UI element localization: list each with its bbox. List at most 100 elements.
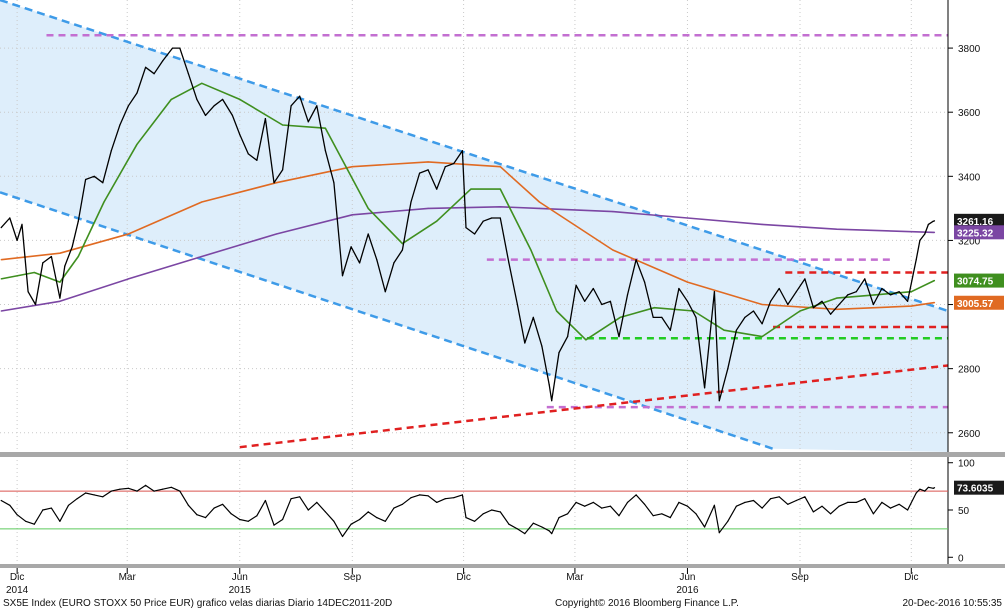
- point-rsi-9: [76, 498, 78, 500]
- point-price-23: [179, 47, 181, 49]
- point-price-106: [872, 303, 875, 306]
- point-price-65: [532, 316, 534, 318]
- rsi-y-tick-label-50: 50: [958, 506, 970, 517]
- point-rsi-103: [864, 498, 866, 500]
- point-rsi-7: [59, 520, 61, 522]
- panel-separator-2: [0, 564, 1005, 568]
- point-rsi-76: [635, 494, 637, 496]
- point-rsi-18: [153, 490, 155, 492]
- point-price-17: [127, 105, 129, 107]
- point-price-114: [927, 223, 930, 225]
- point-price-47: [384, 291, 386, 293]
- point-rsi-69: [575, 501, 577, 503]
- point-price-93: [761, 323, 763, 325]
- point-ma-orange-13: [910, 305, 912, 307]
- trend-line-red: [239, 364, 949, 449]
- point-rsi-83: [695, 513, 697, 515]
- point-price-9: [64, 265, 66, 267]
- point-price-85: [695, 316, 697, 318]
- point-ma-green-20: [653, 307, 656, 309]
- point-price-27: [213, 105, 215, 107]
- point-ma-purple-11: [761, 223, 763, 225]
- x-tick-label-6: Jun: [679, 572, 695, 583]
- point-price-4: [27, 291, 29, 293]
- point-price-41: [333, 182, 335, 184]
- point-price-39: [316, 105, 318, 107]
- point-ma-orange-4: [275, 182, 277, 184]
- last-value-tag-2: 3074.75: [957, 277, 994, 288]
- point-rsi-51: [436, 501, 438, 503]
- point-price-83: [678, 287, 680, 290]
- point-rsi-65: [548, 530, 550, 532]
- y-tick-label-2800: 2800: [958, 365, 981, 376]
- point-rsi-31: [264, 499, 266, 502]
- channel-upper-line: [0, 0, 949, 313]
- x-year-label-2: 2016: [676, 585, 699, 596]
- point-ma-green-5: [136, 143, 138, 145]
- point-rsi-29: [247, 520, 249, 522]
- point-rsi-80: [669, 517, 671, 519]
- last-value-tag-1: 3225.32: [957, 228, 994, 239]
- point-rsi-25: [213, 507, 215, 509]
- point-rsi-66: [551, 533, 553, 535]
- point-price-60: [491, 217, 493, 219]
- point-price-109: [898, 291, 900, 293]
- point-rsi-42: [359, 518, 361, 521]
- point-price-88: [718, 400, 720, 402]
- point-ma-green-6: [170, 98, 172, 100]
- point-rsi-94: [787, 503, 789, 505]
- point-rsi-38: [324, 511, 326, 513]
- point-price-3: [21, 223, 23, 225]
- point-ma-green-25: [836, 297, 838, 299]
- point-ma-orange-3: [201, 201, 203, 203]
- point-price-92: [752, 310, 755, 312]
- point-price-82: [669, 329, 671, 331]
- x-year-label-1: 2015: [229, 585, 252, 596]
- point-price-101: [830, 313, 832, 315]
- point-rsi-20: [170, 486, 172, 488]
- x-year-label-0: 2014: [6, 585, 29, 596]
- point-ma-green-18: [585, 339, 587, 341]
- point-ma-orange-5: [351, 166, 353, 168]
- point-rsi-97: [812, 511, 815, 513]
- rsi-y-tick-label-100: 100: [958, 459, 975, 470]
- point-price-100: [821, 300, 823, 302]
- point-rsi-10: [85, 492, 87, 494]
- point-ma-green-23: [761, 336, 763, 338]
- point-price-77: [626, 294, 629, 296]
- point-rsi-79: [661, 513, 663, 515]
- point-ma-green-7: [201, 82, 203, 84]
- point-rsi-39: [333, 520, 335, 522]
- point-price-73: [592, 287, 594, 290]
- x-tick-label-0: Dic: [10, 572, 24, 583]
- point-price-67: [548, 384, 550, 386]
- point-ma-green-2: [59, 281, 61, 283]
- point-ma-purple-4: [275, 233, 277, 235]
- last-value-tag-bg-0: [954, 213, 1004, 228]
- point-rsi-14: [119, 488, 121, 490]
- point-rsi-54: [461, 494, 463, 496]
- point-price-14: [102, 182, 104, 184]
- point-price-28: [222, 98, 224, 100]
- point-ma-orange-14: [933, 302, 936, 304]
- panel-separator-1: [0, 452, 1005, 457]
- point-rsi-53: [453, 497, 455, 499]
- x-tick-label-7: Sep: [791, 572, 809, 583]
- point-price-112: [919, 239, 921, 241]
- point-rsi-11: [93, 494, 95, 496]
- point-rsi-12: [102, 496, 104, 498]
- point-price-26: [204, 114, 207, 116]
- point-rsi-61: [516, 528, 519, 530]
- footer: SX5E Index (EURO STOXX 50 Price EUR) gra…: [3, 598, 1002, 609]
- rsi-last-value-tag-bg: [954, 480, 1004, 495]
- point-ma-purple-13: [933, 231, 936, 233]
- point-rsi-35: [299, 496, 301, 498]
- point-price-15: [110, 150, 112, 152]
- point-ma-orange-12: [836, 308, 838, 310]
- point-ma-green-15: [499, 188, 501, 190]
- point-price-6: [42, 262, 44, 264]
- point-price-52: [427, 169, 429, 171]
- point-ma-green-10: [324, 127, 326, 129]
- point-rsi-98: [821, 505, 823, 507]
